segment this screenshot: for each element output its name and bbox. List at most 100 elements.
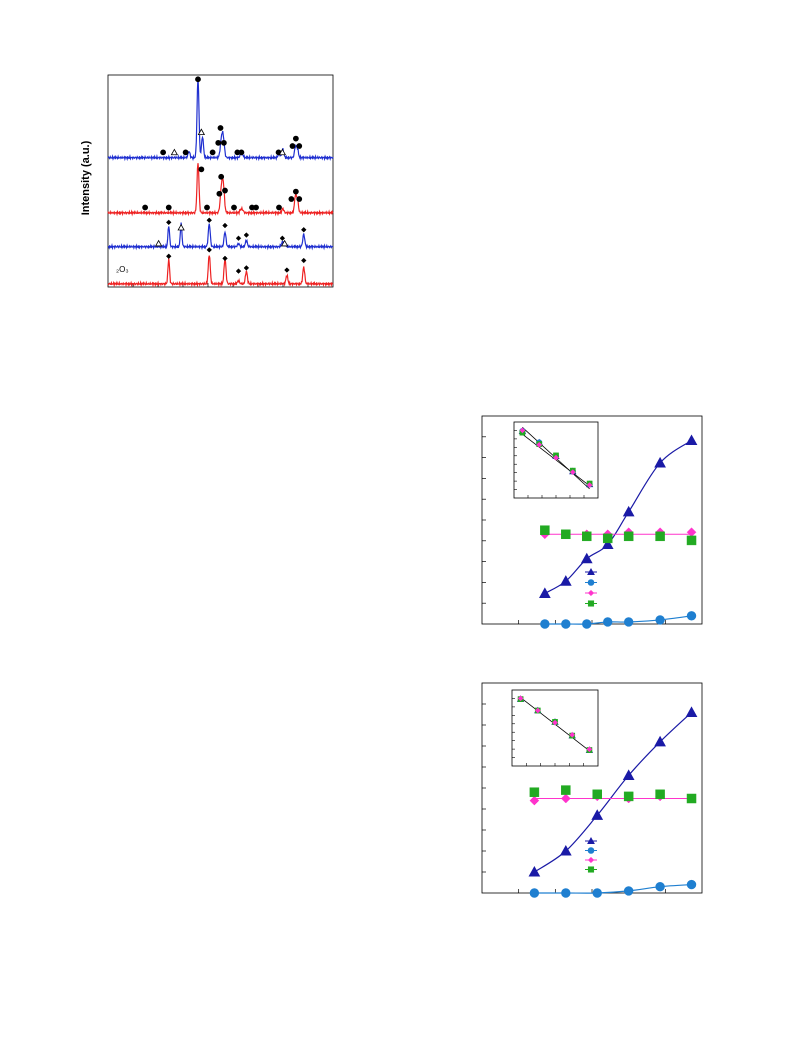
kinetics-bottom-legend-marker-diamond (587, 856, 595, 864)
kinetics-bottom-curve-circle (534, 884, 692, 894)
xrd-marker-circle (296, 143, 303, 149)
kinetics-bottom-legend-marker-circle (587, 847, 595, 854)
xrd-marker-diamond (243, 232, 250, 238)
kinetics-bottom-point-triangle (654, 735, 666, 747)
xrd-marker-diamond (300, 257, 307, 264)
xrd-marker-diamond (206, 247, 213, 253)
xrd-marker-circle (209, 149, 216, 156)
kinetics-bottom-inset-point-diamond (586, 746, 593, 753)
kinetics-bottom-point-circle (592, 888, 602, 898)
kinetics-bottom-point-diamond (560, 793, 571, 804)
xrd-fragment-label: ₂O₃ (116, 265, 129, 274)
kinetics-bottom-inset-frame (511, 689, 599, 767)
xrd-frame (107, 74, 334, 288)
kinetics-top-point-circle (655, 615, 665, 625)
kinetics-top-point-square (686, 535, 697, 546)
xrd-marker-circle (238, 149, 245, 156)
kinetics-top-legend-marker-triangle (587, 567, 595, 575)
kinetics-bottom-inset-point-diamond (552, 719, 558, 726)
xrd-marker-circle (216, 190, 223, 197)
kinetics-bottom-point-circle (655, 882, 665, 892)
xrd-marker-circle (215, 139, 222, 146)
xrd-marker-diamond (235, 268, 242, 274)
kinetics-top-point-circle (623, 617, 634, 627)
kinetics-bottom-point-triangle (528, 866, 541, 877)
kinetics-top-point-triangle (622, 505, 635, 517)
kinetics-top-point-circle (603, 617, 613, 627)
xrd-marker-circle (198, 166, 205, 173)
kinetics-bottom-point-triangle (559, 845, 572, 856)
kinetics-top-point-triangle (654, 456, 666, 468)
kinetics-top-point-square (582, 531, 592, 542)
kinetics-bottom-point-square (655, 789, 665, 800)
kinetics-top-inset-point-diamond (569, 469, 576, 476)
kinetics-bottom-point-circle (529, 888, 540, 898)
kinetics-bottom-point-square (529, 787, 540, 797)
xrd-marker-diamond (165, 219, 172, 226)
xrd-marker-circle (182, 149, 189, 156)
xrd-marker-triangle (170, 148, 179, 156)
xrd-marker-diamond (243, 265, 250, 271)
xrd-marker-circle (276, 204, 282, 211)
kinetics-bottom-point-circle (686, 879, 697, 890)
kinetics-top-inset-point-diamond (519, 427, 526, 434)
xrd-marker-circle (195, 76, 201, 83)
kinetics-bottom-point-square (592, 789, 602, 800)
xrd-marker-triangle (154, 239, 163, 247)
kinetics-top-legend-marker-square (587, 600, 595, 607)
kinetics-bottom-inset-point-diamond (534, 707, 541, 714)
xrd-marker-circle (220, 139, 227, 146)
xrd-marker-circle (231, 204, 237, 211)
xrd-marker-triangle (280, 239, 289, 247)
xrd-marker-diamond (206, 217, 213, 223)
kinetics-bottom-point-circle (561, 888, 571, 898)
xrd-marker-circle (289, 143, 296, 149)
xrd-pattern-2 (107, 222, 334, 251)
kinetics-bottom-point-triangle (622, 769, 635, 780)
xrd-marker-circle (218, 173, 225, 180)
kinetics-bottom-legend-marker-square (587, 866, 595, 873)
kinetics-top-point-square (623, 531, 634, 542)
xrd-marker-triangle (197, 128, 206, 136)
kinetics-top-point-triangle (685, 434, 698, 446)
kinetics-top-point-circle (561, 619, 571, 629)
xrd-marker-diamond (279, 235, 286, 241)
xrd-marker-circle (296, 196, 303, 202)
xrd-marker-triangle (278, 148, 287, 156)
kinetics-top-point-triangle (601, 538, 614, 550)
xrd-marker-circle (217, 125, 224, 131)
xrd-pattern-3 (107, 255, 334, 288)
xrd-marker-circle (253, 204, 259, 211)
xrd-marker-circle (292, 135, 299, 142)
xrd-marker-circle (142, 204, 149, 211)
kinetics-top-point-triangle (580, 552, 593, 564)
kinetics-bottom-point-circle (623, 886, 634, 896)
kinetics-bottom-point-triangle (591, 809, 604, 820)
kinetics-bottom-legend-marker-triangle (587, 836, 595, 844)
xrd-marker-diamond (222, 255, 228, 262)
kinetics-top-inset-point-diamond (553, 454, 559, 461)
kinetics-top-inset-point-diamond (536, 441, 543, 448)
kinetics-bottom-point-diamond (529, 795, 540, 806)
xrd-marker-diamond (165, 253, 172, 260)
kinetics-top-point-square (561, 529, 571, 540)
kinetics-top-point-triangle (539, 587, 551, 598)
xrd-marker-circle (222, 187, 228, 194)
kinetics-top-legend-marker-diamond (587, 589, 595, 597)
xrd-marker-diamond (222, 222, 228, 229)
xrd-marker-diamond (284, 267, 290, 273)
kinetics-top-inset-point-diamond (586, 482, 593, 489)
kinetics-bottom-inset-point-diamond (517, 695, 524, 702)
xrd-marker-circle (165, 204, 172, 211)
xrd-marker-diamond (300, 227, 307, 233)
kinetics-top-point-circle (582, 619, 592, 629)
xrd-marker-circle (160, 149, 167, 156)
kinetics-bottom-point-square (686, 793, 697, 804)
kinetics-top-point-circle (686, 611, 697, 621)
xrd-marker-circle (292, 188, 299, 195)
kinetics-top-point-square (602, 533, 613, 544)
kinetics-bottom-point-triangle (685, 706, 698, 717)
